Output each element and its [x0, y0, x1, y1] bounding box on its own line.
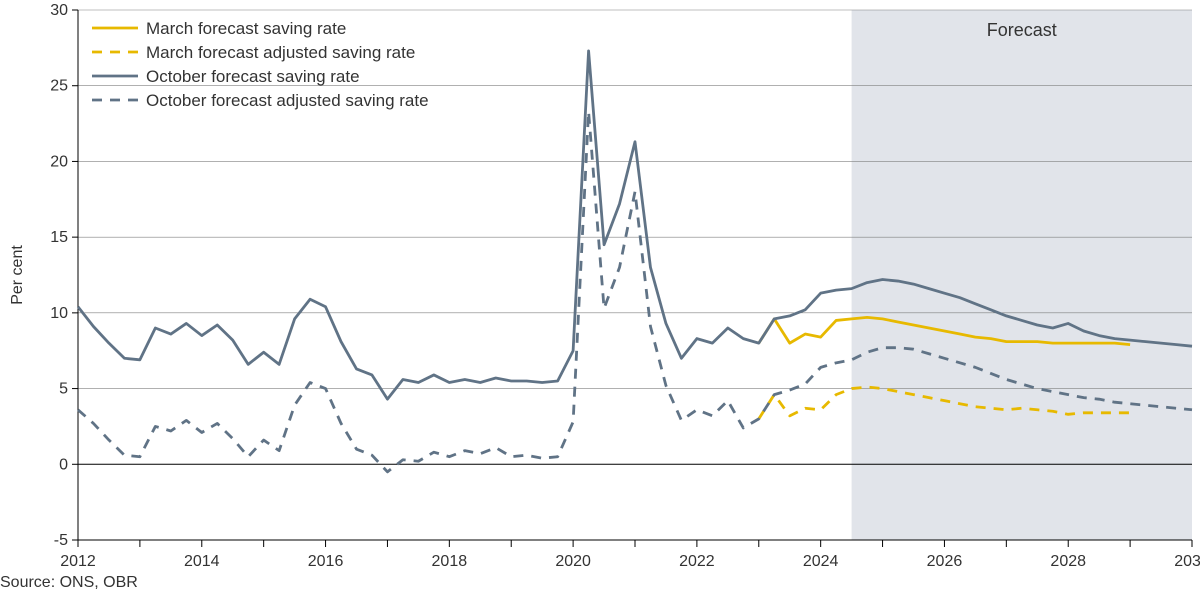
y-tick-label: 10: [50, 305, 68, 322]
y-tick-label: -5: [54, 532, 68, 549]
legend-label: October forecast adjusted saving rate: [146, 91, 429, 110]
x-tick-label: 2022: [679, 553, 715, 570]
y-tick-label: 5: [59, 381, 68, 398]
legend-label: March forecast adjusted saving rate: [146, 43, 415, 62]
y-axis-label: Per cent: [9, 245, 26, 305]
x-tick-label: 2016: [308, 553, 344, 570]
y-tick-label: 20: [50, 153, 68, 170]
x-tick-label: 2020: [555, 553, 591, 570]
y-tick-label: 25: [50, 78, 68, 95]
y-tick-label: 0: [59, 456, 68, 473]
legend-label: March forecast saving rate: [146, 19, 346, 38]
y-tick-label: 30: [50, 2, 68, 19]
legend-label: October forecast saving rate: [146, 67, 360, 86]
chart-container: Forecast -5 0 5 10 15 20 25 30 Per cent 2012 2014 20…: [0, 0, 1200, 596]
forecast-band: [852, 10, 1192, 540]
line-chart: Forecast -5 0 5 10 15 20 25 30 Per cent 2012 2014 20…: [0, 0, 1200, 596]
x-tick-label: 2024: [803, 553, 839, 570]
forecast-label: Forecast: [987, 20, 1057, 40]
x-tick-label: 2018: [432, 553, 468, 570]
x-tick-label: 2030: [1174, 553, 1200, 570]
source-text: Source: ONS, OBR: [0, 574, 138, 592]
y-tick-label: 15: [50, 229, 68, 246]
x-tick-label: 2014: [184, 553, 220, 570]
x-tick-label: 2012: [60, 553, 96, 570]
x-tick-label: 2028: [1050, 553, 1086, 570]
x-tick-label: 2026: [927, 553, 963, 570]
